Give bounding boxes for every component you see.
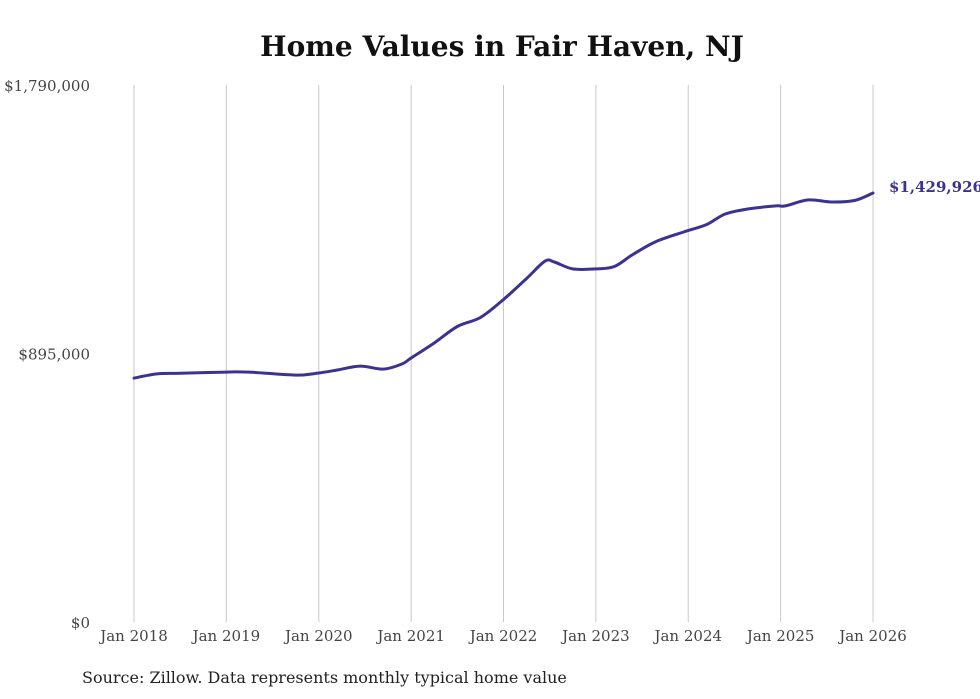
source-note: Source: Zillow. Data represents monthly … [82,668,567,687]
y-tick-label: $895,000 [18,346,90,364]
series-line [132,191,875,380]
x-tick-label: Jan 2023 [560,627,630,645]
x-tick-label: Jan 2026 [837,627,907,645]
x-tick-label: Jan 2021 [375,627,445,645]
end-value-label: $1,429,926 [889,178,980,196]
x-tick-label: Jan 2019 [191,627,261,645]
x-tick-label: Jan 2025 [745,627,815,645]
x-tick-label: Jan 2020 [283,627,353,645]
chart-title: Home Values in Fair Haven, NJ [260,30,744,63]
y-tick-label: $0 [71,614,90,632]
x-tick-label: Jan 2018 [98,627,168,645]
x-tick-label: Jan 2024 [652,627,722,645]
x-tick-label: Jan 2022 [468,627,538,645]
y-tick-label: $1,790,000 [4,77,90,95]
